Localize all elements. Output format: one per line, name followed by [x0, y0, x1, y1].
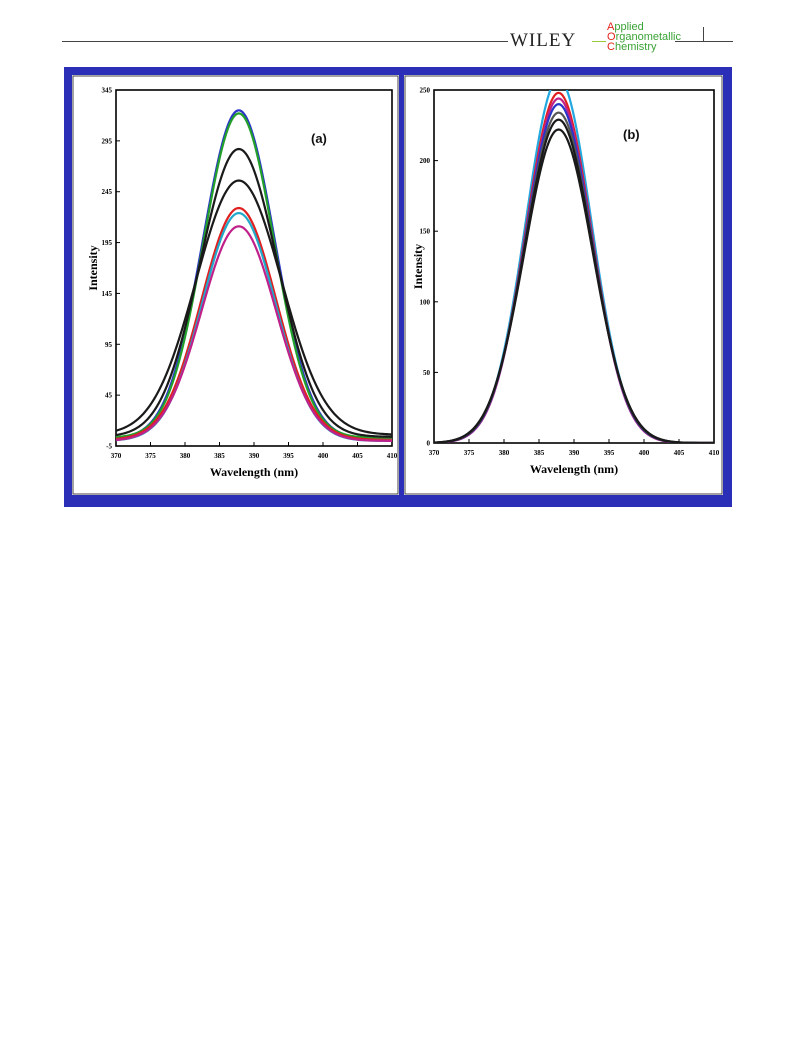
panel-border — [72, 75, 399, 495]
x-tick-label: 395 — [283, 452, 294, 460]
journal-line-2: Organometallic — [607, 31, 681, 43]
y-tick-label: 95 — [105, 341, 113, 349]
series-line-1 — [116, 109, 392, 440]
series-line-6 — [434, 118, 714, 443]
x-tick-label: 400 — [639, 449, 650, 457]
series-line-7 — [116, 225, 392, 442]
y-tick-label: 250 — [420, 87, 431, 95]
chart-a: -5 45 95 145 195 245 295 345 370 375 380 385 390 395 4… — [72, 75, 399, 495]
journal-logo: Applied Organometallic Chemistry — [607, 21, 681, 53]
series-line-5 — [116, 206, 392, 441]
x-tick-label: 400 — [318, 452, 329, 460]
y-tick-label: 150 — [420, 228, 431, 236]
page-number-marker — [703, 27, 704, 41]
series-line-7 — [434, 128, 714, 443]
chart-b: 0 50 100 150 200 250 370 375 380 385 390 395 400 405 4… — [404, 75, 723, 495]
y-tick-label: 200 — [420, 157, 431, 165]
series-line-3 — [116, 147, 392, 438]
y-axis-title: Intensity — [86, 245, 100, 290]
x-tick-label: 405 — [352, 452, 363, 460]
figure-frame: -5 45 95 145 195 245 295 345 370 375 380 385 390 395 4… — [64, 67, 732, 507]
x-tick-label: 375 — [464, 449, 475, 457]
x-tick-label: 385 — [214, 452, 225, 460]
y-tick-label: 295 — [102, 137, 113, 145]
journal-line-3: Chemistry — [607, 41, 657, 53]
series-line-2 — [116, 112, 392, 439]
x-axis-title: Wavelength (nm) — [210, 465, 298, 479]
x-tick-label: 380 — [499, 449, 510, 457]
y-tick-label: 345 — [102, 87, 113, 95]
chart-panel-a: -5 45 95 145 195 245 295 345 370 375 380 385 390 395 4… — [72, 75, 399, 495]
x-tick-label: 385 — [534, 449, 545, 457]
x-tick-label: 410 — [709, 449, 720, 457]
y-axis-title: Intensity — [411, 244, 425, 289]
x-tick-label: 405 — [674, 449, 685, 457]
panel-label: (b) — [623, 127, 640, 142]
header-rule-mid — [592, 41, 606, 42]
chart-panel-b: 0 50 100 150 200 250 370 375 380 385 390 395 400 405 4… — [404, 75, 723, 495]
x-tick-label: 370 — [111, 452, 122, 460]
x-axis-title: Wavelength (nm) — [530, 462, 618, 476]
header-rule-left — [62, 41, 508, 42]
y-tick-label: 50 — [423, 369, 431, 377]
x-tick-label: 375 — [145, 452, 156, 460]
x-tick-label: 380 — [180, 452, 191, 460]
y-tick-label: 0 — [427, 440, 431, 448]
panel-border — [404, 75, 723, 495]
y-tick-label: 45 — [105, 392, 113, 400]
x-tick-label: 370 — [429, 449, 440, 457]
x-tick-label: 390 — [569, 449, 580, 457]
x-tick-label: 395 — [604, 449, 615, 457]
x-tick-label: 390 — [249, 452, 260, 460]
y-tick-label: 195 — [102, 239, 113, 247]
y-tick-label: 145 — [102, 290, 113, 298]
header-rule-right — [675, 41, 733, 42]
series-line-4 — [116, 179, 392, 436]
y-tick-label: -5 — [106, 443, 112, 451]
y-tick-label: 100 — [420, 298, 431, 306]
panel-label: (a) — [311, 131, 327, 146]
x-tick-label: 410 — [387, 452, 398, 460]
y-tick-label: 245 — [102, 188, 113, 196]
journal-line-1: Applied — [607, 21, 644, 33]
publisher-logo: WILEY — [510, 30, 577, 51]
